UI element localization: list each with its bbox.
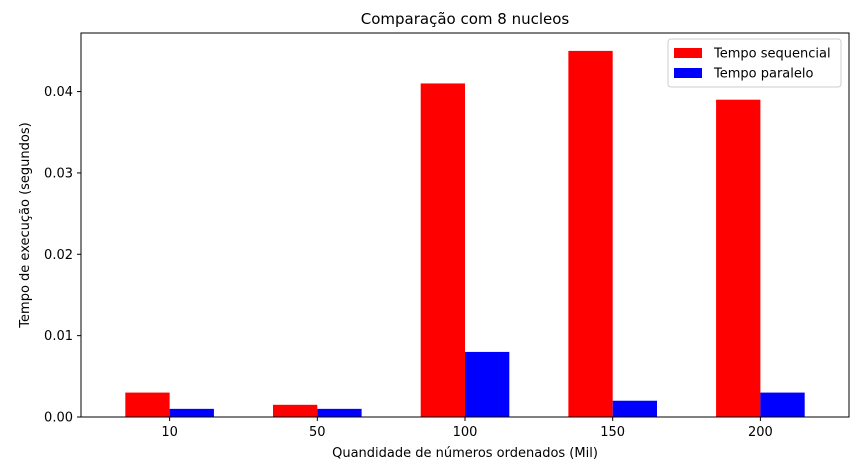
y-tick-label: 0.02 xyxy=(44,248,73,263)
bar-paralelo-100 xyxy=(465,351,510,417)
bar-sequencial-50 xyxy=(273,404,318,417)
x-tick-label: 10 xyxy=(161,425,178,440)
bar-sequencial-200 xyxy=(716,99,761,418)
x-tick-label: 200 xyxy=(748,425,773,440)
legend-label: Tempo sequencial xyxy=(713,47,831,62)
bar-sequencial-10 xyxy=(125,392,170,417)
y-tick-label: 0.03 xyxy=(44,166,73,181)
bar-paralelo-10 xyxy=(169,408,214,417)
x-tick-label: 100 xyxy=(453,425,478,440)
y-tick-label: 0.01 xyxy=(44,329,73,344)
legend-swatch xyxy=(674,48,702,58)
bar-sequencial-150 xyxy=(568,50,613,418)
x-tick-label: 50 xyxy=(309,425,326,440)
bar-paralelo-50 xyxy=(317,408,362,417)
bar-paralelo-150 xyxy=(612,400,657,417)
bar-paralelo-200 xyxy=(760,392,805,417)
x-tick-label: 150 xyxy=(600,425,625,440)
chart-title: Comparação com 8 nucleos xyxy=(361,10,570,28)
plot-frame xyxy=(80,32,850,418)
legend-label: Tempo paralelo xyxy=(713,67,813,82)
y-axis-label: Tempo de execução (segundos) xyxy=(18,122,33,328)
bar-sequencial-100 xyxy=(420,83,465,417)
y-tick-label: 0.04 xyxy=(44,85,73,100)
legend-box xyxy=(667,38,842,88)
y-tick-label: 0.00 xyxy=(44,411,73,426)
x-axis-label: Quandidade de números ordenados (Mil) xyxy=(332,446,598,461)
legend-swatch xyxy=(674,68,702,78)
